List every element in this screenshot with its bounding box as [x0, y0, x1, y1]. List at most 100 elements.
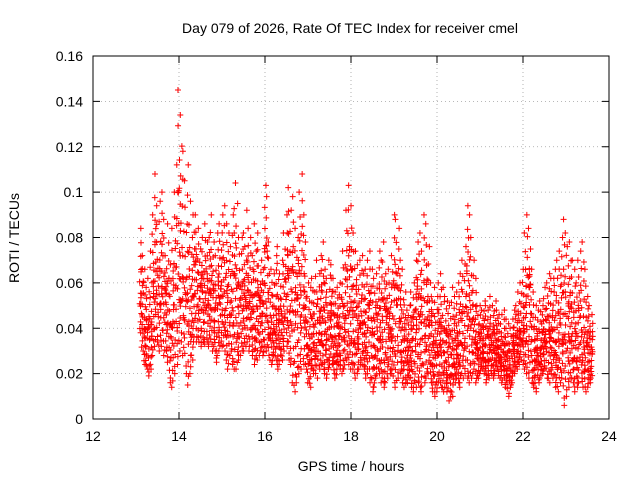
- roti-point: [298, 311, 305, 318]
- roti-point: [302, 314, 309, 321]
- roti-point: [280, 335, 287, 342]
- roti-point: [248, 326, 255, 333]
- roti-point: [407, 352, 414, 359]
- roti-point: [292, 269, 299, 276]
- roti-point: [293, 379, 300, 386]
- roti-point: [221, 324, 228, 331]
- roti-point: [364, 358, 371, 365]
- roti-point: [220, 241, 227, 248]
- roti-point: [174, 353, 181, 360]
- roti-point: [313, 288, 320, 295]
- roti-point: [230, 323, 237, 330]
- roti-point: [300, 211, 307, 218]
- roti-point: [418, 267, 425, 274]
- roti-point: [196, 316, 203, 323]
- roti-point: [396, 315, 403, 322]
- roti-point: [151, 278, 158, 285]
- roti-point: [284, 229, 291, 236]
- roti-point: [546, 270, 553, 277]
- roti-point: [285, 338, 292, 345]
- roti-point: [403, 376, 410, 383]
- roti-point: [206, 249, 213, 256]
- roti-point: [206, 234, 213, 241]
- x-tick-label: 22: [515, 428, 531, 444]
- roti-point: [281, 310, 288, 317]
- roti-point: [213, 355, 220, 362]
- roti-point: [226, 258, 233, 265]
- roti-point: [416, 341, 423, 348]
- roti-point: [224, 366, 231, 373]
- roti-point: [311, 310, 318, 317]
- roti-point: [317, 350, 324, 357]
- roti-point: [261, 204, 268, 211]
- roti-point: [263, 305, 270, 312]
- roti-point: [338, 370, 345, 377]
- roti-point: [379, 336, 386, 343]
- roti-point: [409, 315, 416, 322]
- roti-point: [175, 187, 182, 194]
- x-tick-label: 24: [601, 428, 617, 444]
- roti-point: [183, 362, 190, 369]
- roti-point: [378, 297, 385, 304]
- roti-point: [255, 262, 262, 269]
- roti-point: [188, 297, 195, 304]
- roti-point: [246, 298, 253, 305]
- roti-point: [316, 362, 323, 369]
- roti-point: [258, 257, 265, 264]
- roti-point: [145, 354, 152, 361]
- roti-point: [238, 340, 245, 347]
- roti-point: [215, 262, 222, 269]
- roti-point: [174, 328, 181, 335]
- roti-point: [185, 161, 192, 168]
- roti-point: [432, 381, 439, 388]
- roti-point: [417, 388, 424, 395]
- roti-point: [201, 269, 208, 276]
- roti-point: [560, 266, 567, 273]
- x-tick-label: 20: [429, 428, 445, 444]
- roti-point: [458, 257, 465, 264]
- roti-point: [570, 366, 577, 373]
- roti-point: [182, 303, 189, 310]
- roti-point: [186, 273, 193, 280]
- roti-point: [521, 357, 528, 364]
- roti-point: [413, 291, 420, 298]
- roti-point: [400, 384, 407, 391]
- roti-point: [180, 228, 187, 235]
- roti-point: [277, 345, 284, 352]
- roti-point: [187, 198, 194, 205]
- roti-point: [261, 264, 268, 271]
- roti-point: [388, 299, 395, 306]
- roti-point: [579, 239, 586, 246]
- roti-point: [274, 366, 281, 373]
- x-axis-label: GPS time / hours: [298, 458, 405, 474]
- roti-point: [354, 261, 361, 268]
- roti-point: [295, 234, 302, 241]
- roti-point: [424, 298, 431, 305]
- roti-point: [391, 211, 398, 218]
- roti-point: [149, 249, 156, 256]
- roti-point: [296, 281, 303, 288]
- roti-point: [168, 324, 175, 331]
- roti-point: [153, 324, 160, 331]
- roti-point: [256, 331, 263, 338]
- roti-point: [321, 307, 328, 314]
- roti-point: [238, 330, 245, 337]
- roti-point: [422, 339, 429, 346]
- roti-point: [154, 256, 161, 263]
- roti-point: [421, 234, 428, 241]
- roti-point: [431, 284, 438, 291]
- roti-point: [414, 364, 421, 371]
- roti-point: [215, 339, 222, 346]
- roti-point: [418, 373, 425, 380]
- roti-point: [156, 301, 163, 308]
- roti-point: [290, 219, 297, 226]
- roti-point: [236, 334, 243, 341]
- roti-point: [431, 373, 438, 380]
- roti-point: [152, 225, 159, 232]
- roti-point: [208, 262, 215, 269]
- y-tick-label: 0.06: [56, 275, 83, 291]
- roti-point: [285, 325, 292, 332]
- roti-point: [295, 370, 302, 377]
- roti-point: [274, 243, 281, 250]
- roti-point: [377, 360, 384, 367]
